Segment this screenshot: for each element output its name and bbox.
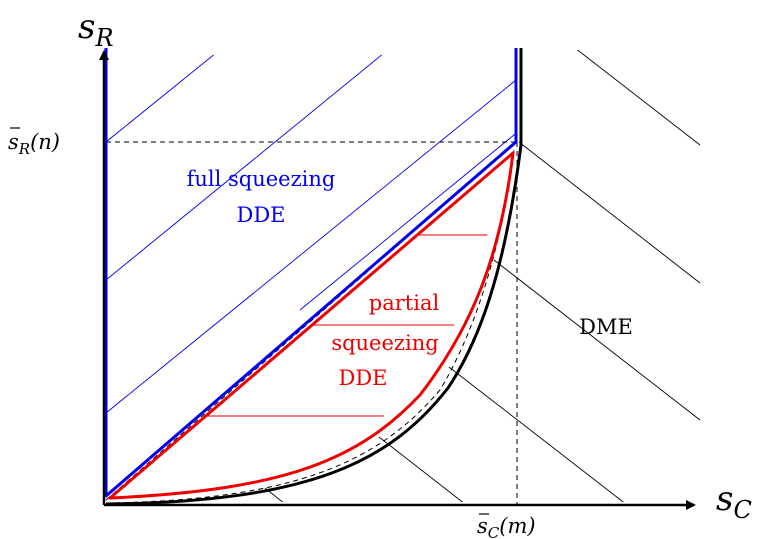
x-tick-label: sC(m) [477, 514, 536, 539]
full-squeezing-label-line2: DDE [236, 203, 285, 227]
full-squeezing-label-line1: full squeezing [187, 167, 336, 191]
dme-boundary-curve [105, 48, 523, 506]
x-axis-label: sC [716, 479, 752, 524]
partial-squeezing-label-line3: DDE [338, 366, 387, 390]
dme-label: DME [579, 315, 633, 339]
y-axis-label: sR [78, 7, 114, 52]
partial-squeezing-label-line2: squeezing [331, 331, 438, 355]
full-squeezing-boundary [104, 48, 518, 498]
full-squeezing-hatching [106, 55, 516, 414]
y-tick-label: sR(n) [8, 130, 60, 158]
partial-squeezing-boundary [108, 151, 515, 500]
partial-squeezing-label-line1: partial [369, 291, 440, 315]
